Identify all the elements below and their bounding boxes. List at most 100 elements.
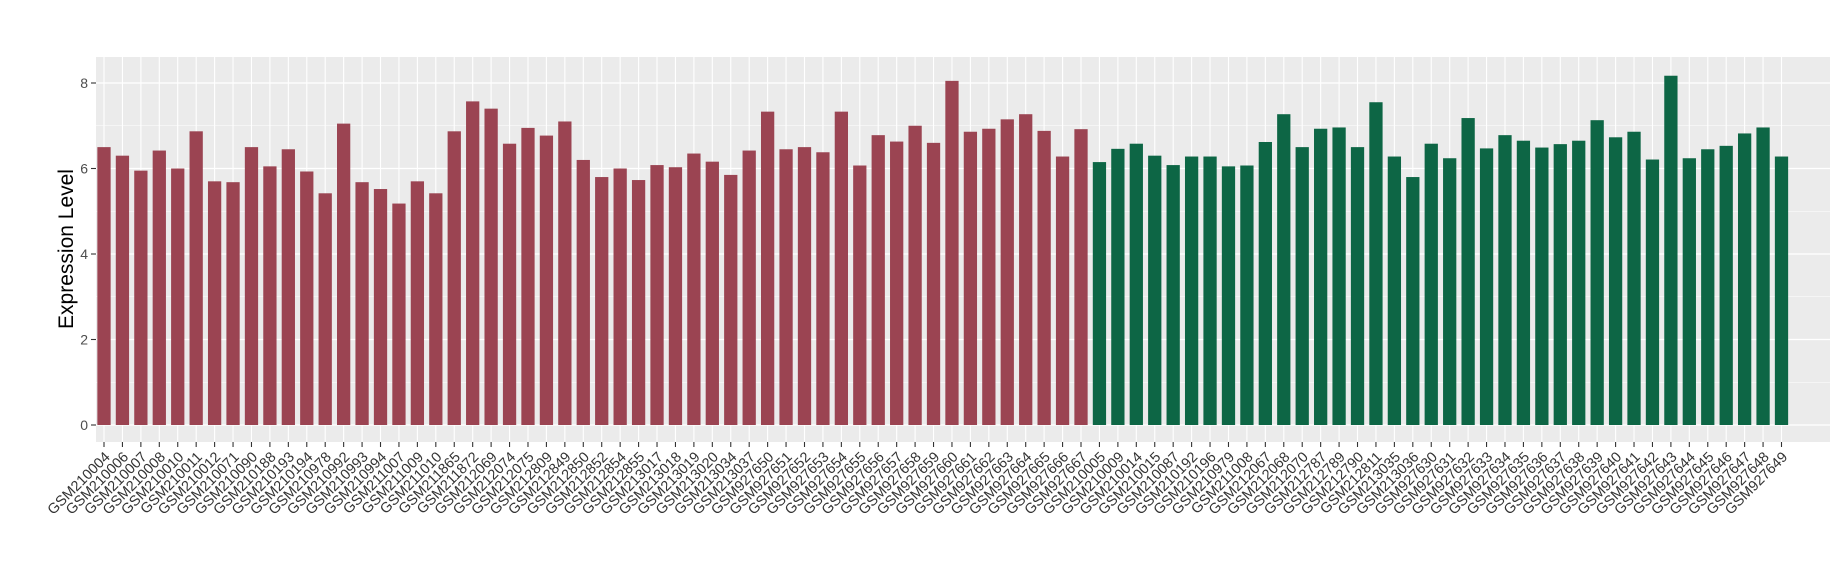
bar-GSM210010 bbox=[171, 168, 185, 425]
bar-GSM927656 bbox=[871, 135, 885, 425]
bar-GSM212855 bbox=[631, 180, 646, 425]
bar-GSM212850 bbox=[576, 159, 590, 425]
bar-GSM213034 bbox=[724, 174, 738, 425]
bar-GSM927663 bbox=[1000, 119, 1014, 426]
bar-GSM212852 bbox=[595, 177, 609, 425]
y-tick-label: 6 bbox=[80, 161, 88, 177]
bar-GSM213035 bbox=[1387, 156, 1402, 425]
bar-GSM927658 bbox=[908, 125, 922, 425]
bar-GSM211010 bbox=[429, 193, 443, 425]
bar-GSM211009 bbox=[410, 181, 425, 425]
bar-GSM927655 bbox=[853, 165, 867, 425]
bar-GSM213037 bbox=[742, 150, 756, 426]
bar-GSM210071 bbox=[226, 182, 240, 425]
bar-GSM211008 bbox=[1240, 165, 1254, 425]
bar-GSM927646 bbox=[1719, 145, 1733, 425]
bar-GSM212787 bbox=[1314, 128, 1328, 425]
y-axis: 0 2 4 6 8 bbox=[80, 75, 96, 433]
bar-GSM927632 bbox=[1461, 118, 1475, 426]
bars bbox=[97, 75, 1789, 426]
bar-GSM210012 bbox=[207, 181, 222, 425]
bar-GSM212811 bbox=[1369, 102, 1383, 426]
bar-GSM927639 bbox=[1590, 120, 1604, 425]
bar-GSM212068 bbox=[1277, 114, 1291, 426]
bar-GSM212069 bbox=[484, 108, 498, 426]
bar-GSM210194 bbox=[300, 171, 314, 425]
x-axis: GSM210004GSM210006GSM210007GSM210008GSM2… bbox=[45, 442, 1791, 518]
bar-GSM210087 bbox=[1166, 165, 1180, 425]
bar-GSM212809 bbox=[539, 135, 554, 425]
bar-GSM927638 bbox=[1572, 140, 1586, 425]
bar-GSM212789 bbox=[1332, 127, 1346, 426]
bar-GSM927650 bbox=[760, 111, 775, 425]
bar-GSM210196 bbox=[1203, 156, 1217, 425]
bar-GSM927636 bbox=[1535, 147, 1549, 426]
bar-GSM212074 bbox=[502, 143, 517, 425]
bar-GSM210008 bbox=[152, 150, 166, 426]
bar-GSM213036 bbox=[1406, 177, 1420, 425]
bar-GSM927666 bbox=[1055, 156, 1070, 425]
bar-GSM213020 bbox=[705, 161, 719, 425]
bar-GSM210005 bbox=[1092, 162, 1107, 425]
bar-GSM212067 bbox=[1258, 141, 1272, 425]
bar-GSM927667 bbox=[1074, 129, 1088, 426]
bar-GSM927659 bbox=[926, 142, 941, 425]
bar-GSM210188 bbox=[263, 166, 277, 426]
bar-GSM927657 bbox=[890, 141, 904, 425]
bar-GSM210006 bbox=[115, 155, 130, 426]
bar-GSM210090 bbox=[244, 147, 259, 425]
y-tick-label: 0 bbox=[80, 417, 88, 433]
bar-GSM210193 bbox=[281, 149, 295, 425]
bar-GSM927642 bbox=[1645, 159, 1660, 425]
bar-GSM212854 bbox=[613, 168, 627, 425]
bar-GSM927664 bbox=[1019, 114, 1033, 426]
bar-GSM213017 bbox=[650, 165, 664, 425]
bar-GSM927660 bbox=[945, 80, 959, 426]
bar-GSM927640 bbox=[1608, 137, 1623, 426]
bar-GSM212849 bbox=[558, 121, 572, 425]
bar-GSM212075 bbox=[521, 127, 535, 425]
bar-GSM210979 bbox=[1221, 166, 1236, 426]
bar-GSM211865 bbox=[447, 131, 461, 425]
bar-GSM210993 bbox=[355, 182, 369, 425]
bar-GSM210994 bbox=[373, 189, 388, 425]
bar-GSM927635 bbox=[1516, 140, 1531, 425]
bar-GSM210014 bbox=[1129, 143, 1143, 425]
bar-GSM210192 bbox=[1184, 156, 1199, 425]
bar-GSM210992 bbox=[337, 123, 351, 426]
bar-GSM927654 bbox=[834, 111, 848, 425]
bar-GSM927643 bbox=[1664, 75, 1678, 426]
bar-GSM927637 bbox=[1553, 144, 1567, 425]
bar-GSM927644 bbox=[1682, 158, 1696, 426]
bar-GSM210007 bbox=[134, 170, 148, 425]
bar-GSM213018 bbox=[668, 167, 683, 425]
y-tick-label: 8 bbox=[80, 75, 88, 91]
bar-GSM927653 bbox=[816, 152, 830, 425]
bar-GSM927649 bbox=[1774, 156, 1789, 425]
bar-GSM927651 bbox=[779, 149, 793, 425]
bar-GSM927647 bbox=[1737, 133, 1752, 425]
bar-GSM927630 bbox=[1424, 143, 1438, 425]
bar-GSM212790 bbox=[1350, 147, 1365, 425]
y-tick-label: 2 bbox=[80, 332, 88, 348]
bar-GSM210011 bbox=[189, 131, 203, 425]
bar-GSM927648 bbox=[1756, 127, 1770, 426]
bar-GSM927641 bbox=[1627, 131, 1641, 426]
bar-GSM927633 bbox=[1479, 148, 1494, 425]
y-tick-label: 4 bbox=[80, 246, 88, 262]
y-axis-title: Expression Level bbox=[55, 169, 78, 329]
bar-GSM927665 bbox=[1037, 130, 1051, 425]
bar-GSM927631 bbox=[1443, 158, 1457, 426]
bar-GSM210978 bbox=[318, 193, 332, 425]
bar-GSM927661 bbox=[963, 131, 978, 426]
bar-GSM210004 bbox=[97, 147, 111, 425]
bar-GSM927652 bbox=[797, 147, 812, 425]
bar-GSM213019 bbox=[687, 153, 701, 425]
bar-GSM212070 bbox=[1295, 147, 1309, 425]
bar-GSM211007 bbox=[392, 203, 406, 425]
bar-GSM211872 bbox=[466, 101, 480, 425]
bar-GSM210009 bbox=[1111, 148, 1125, 425]
bar-GSM210015 bbox=[1148, 155, 1162, 426]
